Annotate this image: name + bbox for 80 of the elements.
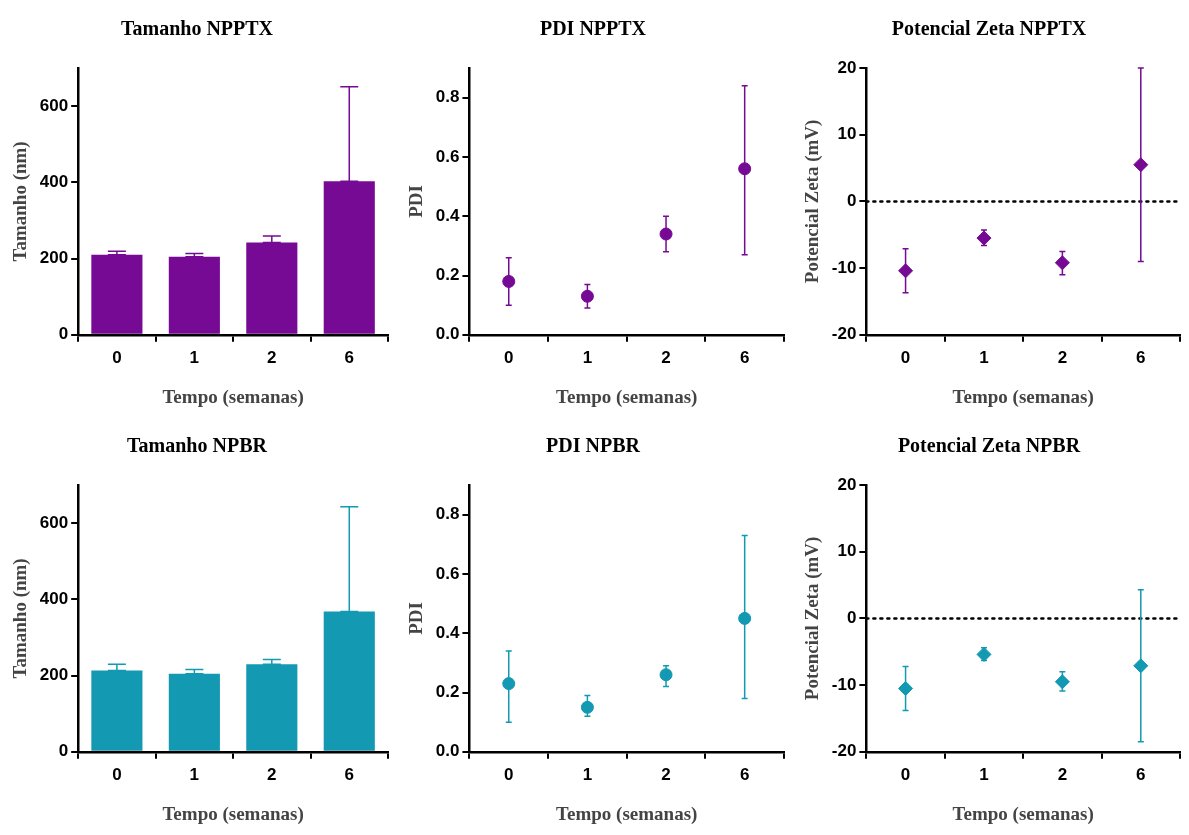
x-tick-label: 0 <box>900 764 911 784</box>
y-axis-title: Potencial Zeta (mV) <box>801 536 824 701</box>
x-tick-label: 1 <box>189 764 200 784</box>
y-tick-label: 10 <box>837 541 857 561</box>
point <box>738 162 752 176</box>
y-tick-label: 0.0 <box>435 324 460 344</box>
chart-title: Tamanho NPPTX <box>120 17 274 40</box>
chart-title: Potencial Zeta NPPTX <box>891 17 1087 40</box>
x-tick-label: 1 <box>582 347 593 367</box>
x-tick-label: 1 <box>979 347 989 367</box>
y-axis-title: Potencial Zeta (mV) <box>801 119 824 284</box>
x-tick-label: 6 <box>1136 764 1146 784</box>
x-tick-label: 6 <box>739 347 750 367</box>
y-tick-label: 0 <box>846 191 857 211</box>
x-axis-title: Tempo (semanas) <box>952 802 1094 825</box>
y-tick-label: 0.2 <box>435 682 460 702</box>
y-tick-label: 20 <box>837 474 857 494</box>
point <box>580 700 594 714</box>
y-tick-label: 0 <box>58 741 69 761</box>
x-axis-title: Tempo (semanas) <box>162 385 304 408</box>
chart-title: Potencial Zeta NPBR <box>897 434 1081 457</box>
y-tick-label: -20 <box>831 741 857 761</box>
bar <box>91 254 143 334</box>
point <box>898 263 914 279</box>
y-tick-label: 0.0 <box>435 741 460 761</box>
y-tick-label: -10 <box>831 257 857 277</box>
y-tick-label: 400 <box>39 589 69 609</box>
x-tick-label: 1 <box>979 764 989 784</box>
x-tick-label: 2 <box>267 764 277 784</box>
y-tick-label: 10 <box>837 124 857 144</box>
y-tick-label: 0.2 <box>435 265 460 285</box>
x-tick-label: 2 <box>661 347 671 367</box>
point <box>1054 674 1070 690</box>
y-tick-label: 0.8 <box>435 504 460 524</box>
x-axis-title: Tempo (semanas) <box>556 802 698 825</box>
x-axis-title: Tempo (semanas) <box>556 385 698 408</box>
x-tick-label: 6 <box>1136 347 1146 367</box>
x-tick-label: 6 <box>739 764 750 784</box>
y-tick-label: 0.6 <box>435 563 460 583</box>
y-tick-label: 0.8 <box>435 87 460 107</box>
x-tick-label: 2 <box>661 764 671 784</box>
x-tick-label: 0 <box>504 764 514 784</box>
x-tick-label: 6 <box>344 764 354 784</box>
y-tick-label: 0.4 <box>435 622 460 642</box>
y-tick-label: 600 <box>39 95 69 115</box>
chart-title: PDI NPPTX <box>539 17 647 40</box>
y-tick-label: 200 <box>39 248 69 268</box>
chart-title: PDI NPBR <box>546 434 641 457</box>
y-tick-label: 20 <box>837 57 857 77</box>
x-tick-label: 6 <box>344 347 354 367</box>
y-tick-label: 0.4 <box>435 205 460 225</box>
x-tick-label: 0 <box>504 347 514 367</box>
y-tick-label: -10 <box>831 674 857 694</box>
y-axis-title: PDI <box>405 602 427 635</box>
y-axis-title: Tamanho (nm) <box>9 141 32 262</box>
y-axis-title: Tamanho (nm) <box>9 558 32 679</box>
x-tick-label: 1 <box>582 764 593 784</box>
y-tick-label: 0 <box>846 608 857 628</box>
x-tick-label: 1 <box>189 347 200 367</box>
x-axis-title: Tempo (semanas) <box>952 385 1094 408</box>
bar <box>168 256 220 334</box>
chart-title: Tamanho NPBR <box>127 434 268 457</box>
y-tick-label: 400 <box>39 172 69 192</box>
y-tick-label: -20 <box>831 324 857 344</box>
point <box>1054 255 1070 271</box>
x-tick-label: 2 <box>1057 347 1068 367</box>
point <box>738 611 752 625</box>
x-axis-title: Tempo (semanas) <box>162 802 304 825</box>
y-tick-label: 200 <box>39 665 69 685</box>
y-tick-label: 600 <box>39 512 69 532</box>
x-tick-label: 0 <box>112 764 122 784</box>
y-axis-title: PDI <box>405 185 427 218</box>
bar <box>168 673 220 751</box>
point <box>580 289 594 303</box>
x-tick-label: 0 <box>900 347 911 367</box>
x-tick-label: 0 <box>112 347 122 367</box>
x-tick-label: 2 <box>267 347 277 367</box>
y-tick-label: 0 <box>58 324 69 344</box>
x-tick-label: 2 <box>1057 764 1068 784</box>
y-tick-label: 0.6 <box>435 146 460 166</box>
